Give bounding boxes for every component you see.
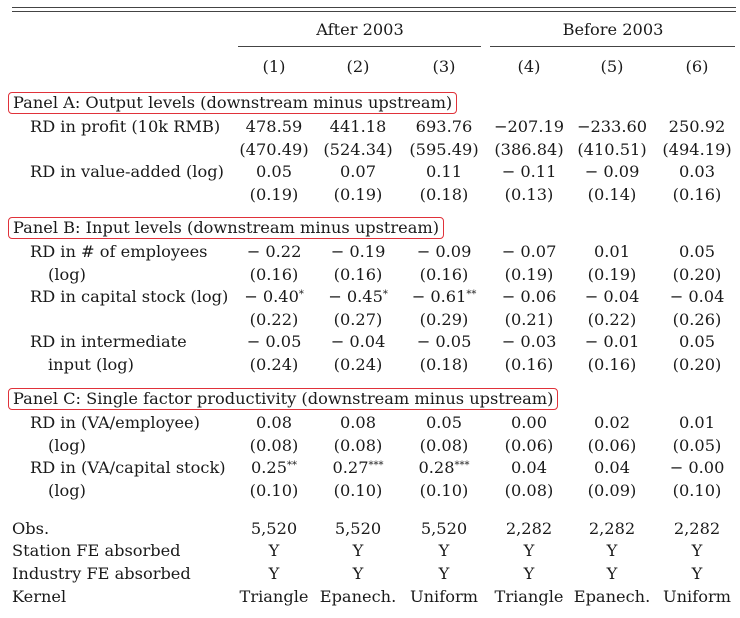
panel-title: Panel C: Single factor productivity (dow… xyxy=(8,388,559,410)
top-rule-double xyxy=(12,11,736,12)
footer-label: Obs. xyxy=(12,519,50,538)
row-label: RD in profit (10k RMB) xyxy=(30,117,221,136)
footer-label: Kernel xyxy=(12,587,67,606)
footer-label: Station FE absorbed xyxy=(12,541,181,560)
top-rule xyxy=(12,7,736,8)
row-label: RD in intermediate xyxy=(30,332,187,352)
panel-title: Panel B: Input levels (downstream minus … xyxy=(8,217,445,239)
footer-label: Industry FE absorbed xyxy=(12,564,191,583)
panel-title: Panel A: Output levels (downstream minus… xyxy=(8,92,458,114)
significance-stars: *** xyxy=(368,460,384,472)
row-label: RD in (VA/employee) xyxy=(30,413,200,432)
group-underline-after xyxy=(238,46,481,47)
row-label: RD in capital stock (log) xyxy=(30,287,229,307)
group-header-after-2003: After 2003 xyxy=(316,20,404,39)
row-label: RD in # of employees xyxy=(30,242,208,261)
row-label-continued: (log) xyxy=(48,480,86,500)
row-label-continued: input (log) xyxy=(48,355,134,374)
row-label-continued: (log) xyxy=(48,435,86,455)
significance-stars: *** xyxy=(454,460,470,472)
group-underline-before xyxy=(490,46,735,47)
group-header-before-2003: Before 2003 xyxy=(562,20,664,39)
row-label: RD in value-added (log) xyxy=(30,162,224,182)
significance-stars: * xyxy=(382,289,388,301)
row-label: RD in (VA/capital stock) xyxy=(30,458,226,478)
significance-stars: ** xyxy=(466,289,477,301)
row-label-continued: (log) xyxy=(48,264,86,284)
significance-stars: ** xyxy=(287,460,298,472)
significance-stars: * xyxy=(298,289,304,301)
